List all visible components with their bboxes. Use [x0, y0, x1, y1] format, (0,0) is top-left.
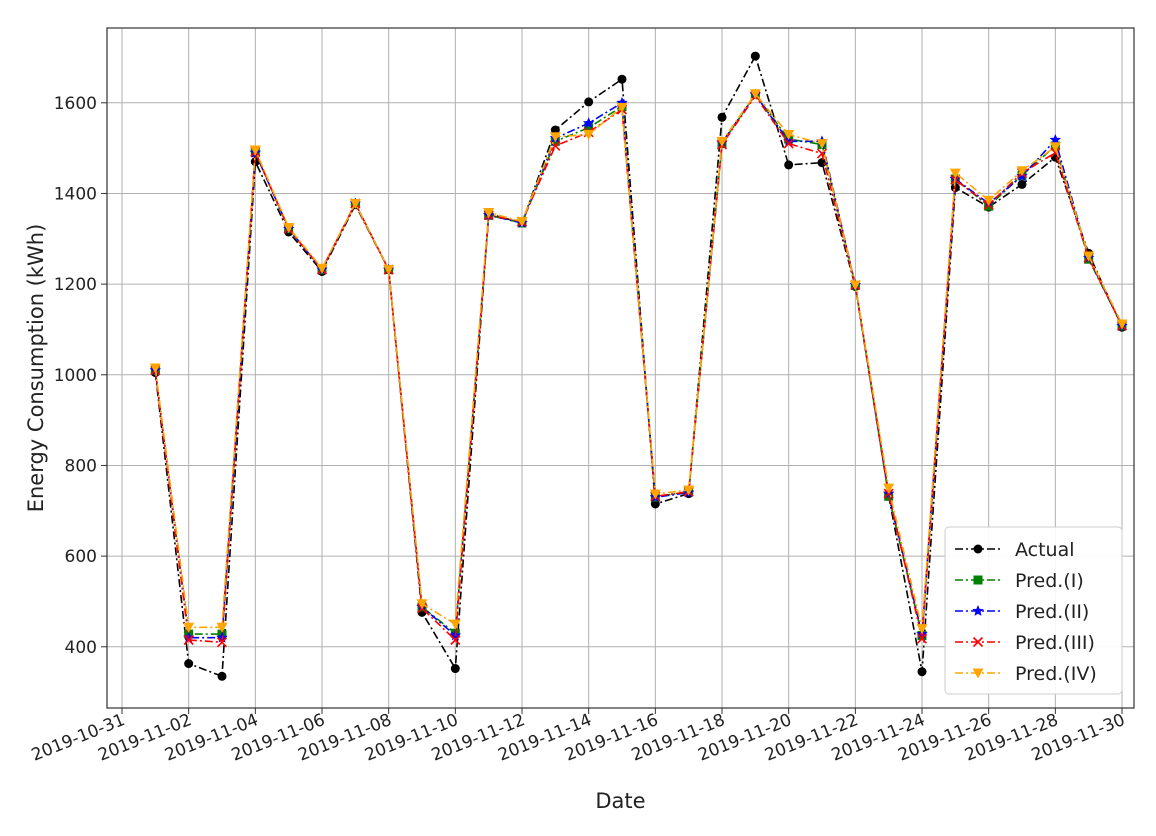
series-line	[154, 92, 1123, 629]
data-point	[749, 89, 761, 100]
data-point	[717, 112, 727, 122]
data-point	[217, 671, 227, 681]
data-point	[584, 97, 594, 107]
x-axis-title: Date	[595, 789, 645, 813]
legend-item: Pred.(II)	[955, 601, 1089, 623]
data-point	[683, 485, 695, 496]
legend-marker	[972, 636, 984, 648]
series-line	[154, 94, 1123, 644]
data-point	[316, 263, 328, 274]
legend-label: Actual	[1015, 539, 1075, 561]
data-point	[716, 136, 728, 147]
data-point	[383, 265, 395, 276]
data-point	[917, 667, 927, 677]
data-point	[916, 633, 928, 644]
data-point	[883, 483, 895, 494]
y-axis: 400 600 800 1000 1200 1400 1600	[54, 94, 107, 658]
data-point	[249, 145, 261, 156]
data-point	[583, 130, 595, 141]
legend-item: Actual	[955, 539, 1075, 561]
data-point	[516, 217, 528, 228]
data-point	[450, 634, 461, 646]
legend-box	[944, 526, 1123, 695]
legend-label: Pred.(III)	[1015, 632, 1095, 654]
data-point	[783, 130, 795, 141]
data-point	[649, 489, 661, 500]
y-tick-label: 1400	[54, 184, 97, 204]
data-point	[183, 622, 195, 633]
y-tick-label: 1600	[54, 94, 97, 114]
data-point	[949, 168, 961, 179]
legend-label: Pred.(IV)	[1015, 663, 1097, 685]
data-point	[784, 160, 794, 170]
data-point	[849, 280, 861, 291]
data-point	[183, 634, 194, 646]
plot-frame	[106, 27, 1135, 709]
y-tick-label: 400	[65, 638, 97, 658]
legend-marker	[972, 605, 984, 616]
data-point	[283, 222, 295, 233]
data-point	[450, 664, 460, 674]
legend-label: Pred.(II)	[1015, 601, 1089, 623]
data-point	[449, 619, 461, 630]
data-point	[1049, 142, 1061, 153]
legend: Actual Pred.(I) Pred.(II) Pred.(III) Pred.(I…	[944, 526, 1123, 695]
data-point	[983, 195, 995, 206]
legend-marker	[973, 544, 983, 554]
data-point	[483, 208, 495, 219]
data-point	[782, 135, 795, 147]
data-point	[582, 117, 595, 129]
y-tick-label: 600	[65, 547, 97, 567]
legend-item: Pred.(IV)	[955, 663, 1097, 685]
legend-item: Pred.(III)	[955, 632, 1095, 654]
data-point	[1017, 179, 1027, 189]
legend-label: Pred.(I)	[1015, 570, 1084, 592]
data-point	[1116, 319, 1128, 330]
data-point	[750, 51, 760, 61]
data-point	[416, 599, 428, 610]
data-point	[149, 363, 161, 374]
data-point	[184, 659, 194, 669]
series-layer	[149, 51, 1128, 681]
legend-marker	[973, 575, 983, 585]
data-point	[550, 125, 560, 135]
data-point	[650, 499, 660, 509]
data-point	[549, 132, 561, 143]
data-point	[1083, 251, 1095, 262]
data-point	[216, 622, 228, 633]
data-point	[1016, 166, 1028, 177]
series-5	[149, 89, 1128, 635]
data-point	[216, 637, 228, 648]
data-point	[617, 74, 627, 84]
data-point	[349, 198, 361, 209]
y-tick-label: 1000	[54, 366, 97, 386]
data-point	[816, 139, 828, 150]
data-point	[884, 491, 894, 501]
data-point	[616, 102, 628, 113]
y-tick-label: 800	[65, 456, 97, 476]
data-point	[916, 624, 928, 635]
data-point	[1049, 133, 1062, 145]
y-axis-title: Energy Consumption (kWh)	[24, 224, 48, 513]
legend-item: Pred.(I)	[955, 570, 1084, 592]
data-point	[984, 201, 994, 211]
legend-marker	[972, 668, 984, 679]
data-point	[783, 138, 794, 149]
data-point	[584, 123, 594, 133]
y-tick-label: 1200	[54, 275, 97, 295]
